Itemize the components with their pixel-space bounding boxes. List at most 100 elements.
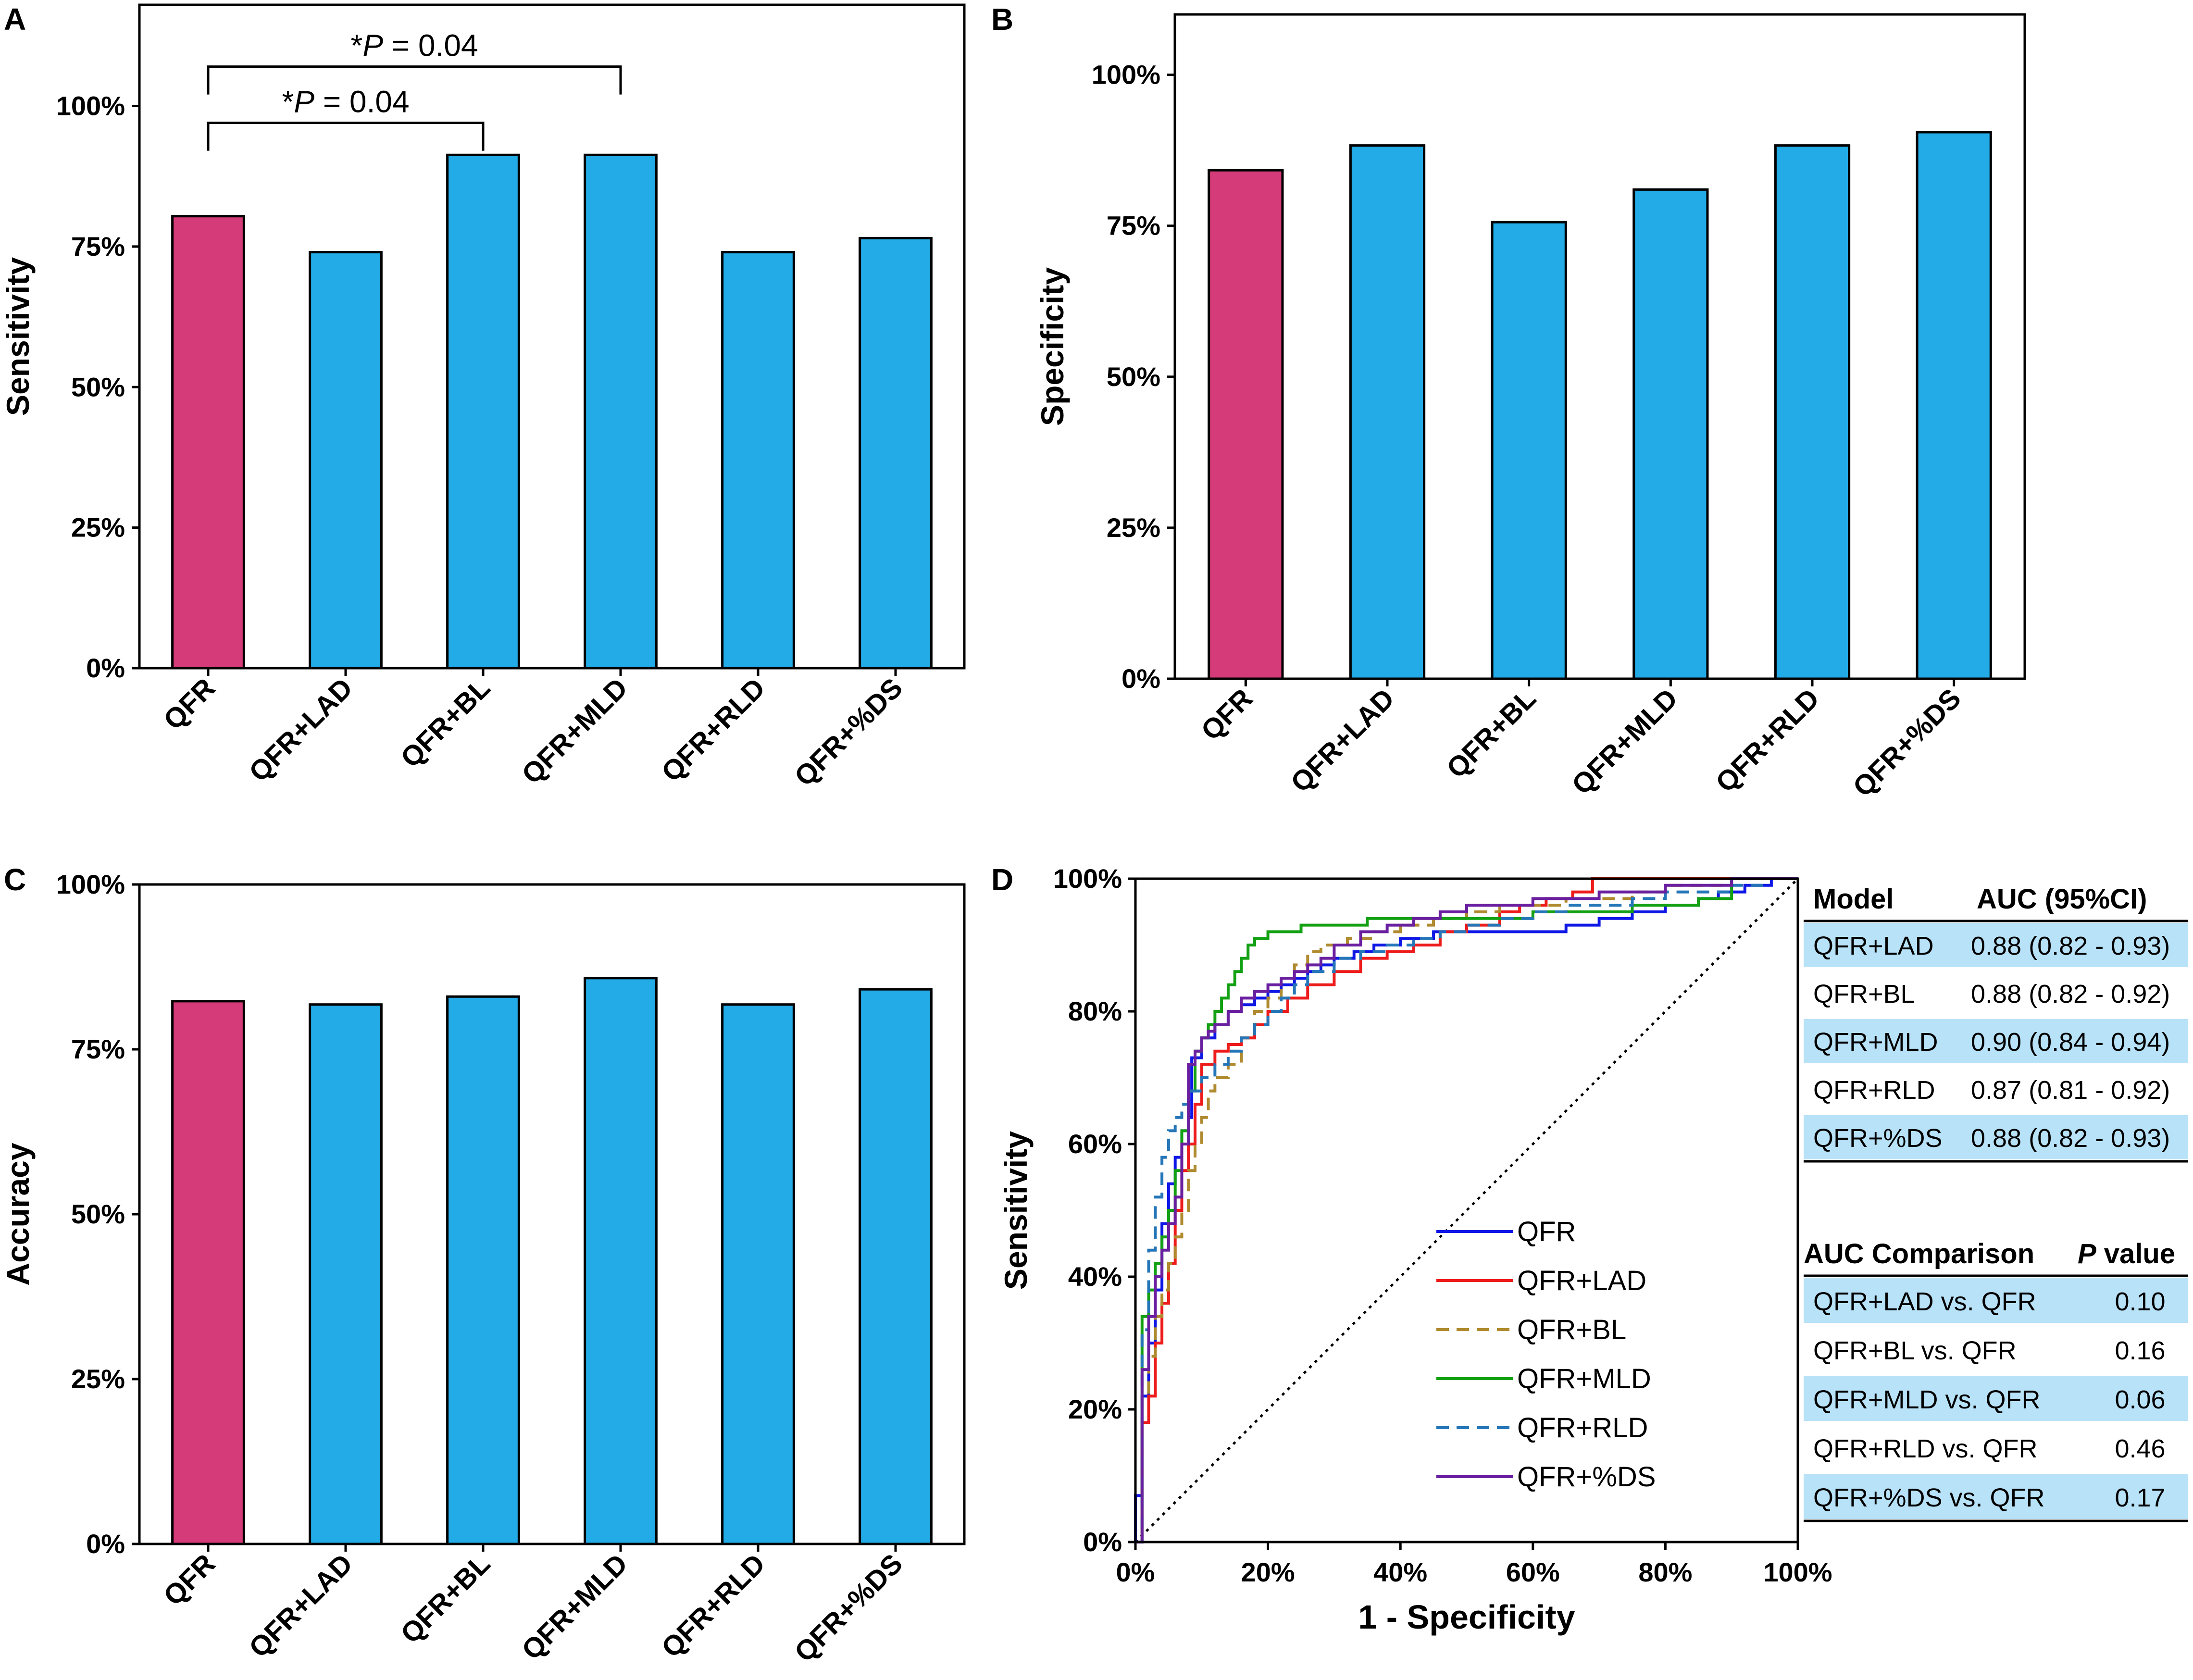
- bar-qfr-mld: [584, 153, 658, 670]
- x-tick-label: 40%: [1373, 1557, 1427, 1587]
- x-tick-label: QFR: [158, 672, 222, 736]
- bar-qfr-lad: [309, 1003, 383, 1545]
- y-tick-label: 100%: [1053, 863, 1122, 894]
- x-tick-label: QFR+%DS: [788, 672, 909, 792]
- table-header-model: Model: [1813, 884, 1894, 915]
- y-axis-label: Sensitivity: [998, 1131, 1034, 1290]
- x-tick-label: QFR+LAD: [243, 1548, 359, 1664]
- table-cell-model: QFR+BL: [1813, 980, 1915, 1008]
- bar-qfr-bl: [1491, 221, 1567, 680]
- bar-qfr-rld: [721, 1003, 795, 1545]
- x-tick-label: QFR+BL: [395, 672, 496, 773]
- sig-prefix: *: [350, 28, 362, 63]
- plot-frame: [138, 3, 966, 670]
- sig-p: P: [362, 28, 383, 63]
- row-highlight: [1804, 923, 2188, 967]
- y-tick-label: 25%: [1107, 512, 1160, 543]
- x-tick-label: 20%: [1241, 1557, 1295, 1587]
- table-cell-comparison: QFR+LAD vs. QFR: [1813, 1287, 2036, 1316]
- table-cell-comparison: QFR+%DS vs. QFR: [1813, 1483, 2045, 1512]
- x-tick-label: QFR+LAD: [243, 672, 359, 788]
- auc-comparison-table: AUC Comparison P value QFR+LAD vs. QFR 0.10…: [1804, 1238, 2188, 1522]
- roc-curve-qfr-ds: [1135, 877, 1798, 1543]
- x-tick-label: QFR: [1195, 683, 1259, 747]
- bar-qfr-ds: [859, 988, 933, 1545]
- x-tick-label: 100%: [1763, 1557, 1832, 1587]
- y-tick-label: 50%: [71, 1199, 125, 1229]
- panel-letter-a: A: [4, 2, 26, 37]
- table-cell-p: 0.46: [2115, 1434, 2165, 1463]
- panel-a-sensitivity-bar-chart: A QFR QFR+LAD QFR+BL QFR+MLD QFR+RLD QFR+%DS 0%…: [0, 2, 966, 792]
- legend-label: QFR: [1517, 1216, 1576, 1247]
- legend-label: QFR+MLD: [1517, 1363, 1651, 1394]
- panel-b-specificity-bar-chart: B QFR QFR+LAD QFR+BL QFR+MLD QFR+RLD QFR+%DS 0%…: [991, 2, 2026, 803]
- significance-bracket: [207, 65, 622, 95]
- table-cell-comparison: QFR+MLD vs. QFR: [1813, 1385, 2041, 1414]
- plot-frame: [138, 883, 966, 1545]
- legend-label: QFR+BL: [1517, 1314, 1626, 1345]
- x-tick-label: QFR+RLD: [655, 1548, 771, 1664]
- y-tick-label: 0%: [86, 653, 125, 683]
- y-tick-label: 100%: [56, 91, 125, 121]
- table-cell-auc: 0.87 (0.81 - 0.92): [1971, 1076, 2170, 1105]
- y-tick-label: 40%: [1068, 1261, 1122, 1292]
- y-tick-label: 25%: [71, 1364, 125, 1394]
- row-highlight: [1804, 1474, 2188, 1519]
- legend-label: QFR+%DS: [1517, 1461, 1656, 1493]
- row-highlight: [1804, 1019, 2188, 1063]
- y-tick-label: 0%: [1121, 663, 1160, 694]
- table-cell-comparison: QFR+RLD vs. QFR: [1813, 1434, 2038, 1463]
- x-tick-label: QFR+MLD: [516, 672, 634, 790]
- table-cell-p: 0.10: [2115, 1287, 2165, 1316]
- x-tick-label: QFR+LAD: [1284, 683, 1400, 798]
- roc-curve-qfr: [1134, 877, 1798, 1542]
- bar-qfr: [171, 215, 245, 670]
- table-cell-model: QFR+%DS: [1813, 1124, 1943, 1153]
- x-tick-label: QFR+BL: [1441, 683, 1542, 784]
- y-axis-label: Specificity: [1034, 267, 1070, 426]
- y-tick-label: 50%: [71, 372, 125, 402]
- y-tick-label: 75%: [71, 1034, 125, 1064]
- table-cell-p: 0.16: [2115, 1336, 2165, 1365]
- significance-label: *P = 0.04: [350, 28, 478, 63]
- plot-frame: [1134, 877, 1799, 1543]
- bar-qfr-ds: [859, 236, 933, 670]
- bar-qfr-mld: [1632, 188, 1709, 680]
- y-tick-label: 60%: [1068, 1129, 1122, 1159]
- y-axis-label: Sensitivity: [0, 257, 36, 416]
- y-tick-label: 75%: [1107, 211, 1160, 241]
- table-cell-model: QFR+RLD: [1813, 1076, 1935, 1105]
- x-tick-label: QFR+MLD: [1566, 683, 1683, 800]
- bar-qfr-mld: [584, 977, 658, 1545]
- x-tick-label: QFR+%DS: [1847, 683, 1967, 803]
- y-tick-label: 20%: [1068, 1394, 1122, 1424]
- significance-label: *P = 0.04: [282, 85, 409, 119]
- p-letter: P: [2078, 1238, 2096, 1269]
- x-tick-label: 80%: [1638, 1557, 1692, 1587]
- y-tick-label: 0%: [86, 1529, 125, 1559]
- legend: QFR QFR+LAD QFR+BL QFR+MLD QFR+RLD QFR+%DS: [1436, 1216, 1656, 1493]
- table-cell-p: 0.17: [2115, 1483, 2165, 1512]
- table-cell-auc: 0.88 (0.82 - 0.92): [1971, 980, 2170, 1008]
- sig-value: = 0.04: [383, 28, 478, 63]
- bar-qfr-bl: [446, 153, 520, 670]
- sig-p: P: [294, 85, 314, 119]
- bar-qfr-bl: [446, 995, 520, 1545]
- row-highlight: [1804, 1376, 2188, 1421]
- auc-table: Model AUC (95%CI) QFR+LAD 0.88 (0.82 - 0.93…: [1804, 884, 2188, 1163]
- significance-bracket: [207, 122, 485, 151]
- x-tick-label: QFR+RLD: [1709, 683, 1825, 798]
- bar-qfr-lad: [1349, 144, 1426, 680]
- bar-qfr-ds: [1916, 131, 1992, 680]
- table-header-auc: AUC (95%CI): [1977, 884, 2147, 915]
- x-tick-label: 60%: [1506, 1557, 1560, 1587]
- table-cell-p: 0.06: [2115, 1385, 2165, 1414]
- bar-qfr-rld: [1774, 144, 1851, 680]
- roc-curve-qfr-rld: [1135, 877, 1798, 1543]
- bar-qfr: [1208, 169, 1284, 680]
- y-tick-label: 80%: [1068, 996, 1122, 1026]
- table-header-comparison: AUC Comparison: [1804, 1238, 2034, 1269]
- value-word: value: [2096, 1238, 2175, 1269]
- table-cell-model: QFR+LAD: [1813, 932, 1934, 960]
